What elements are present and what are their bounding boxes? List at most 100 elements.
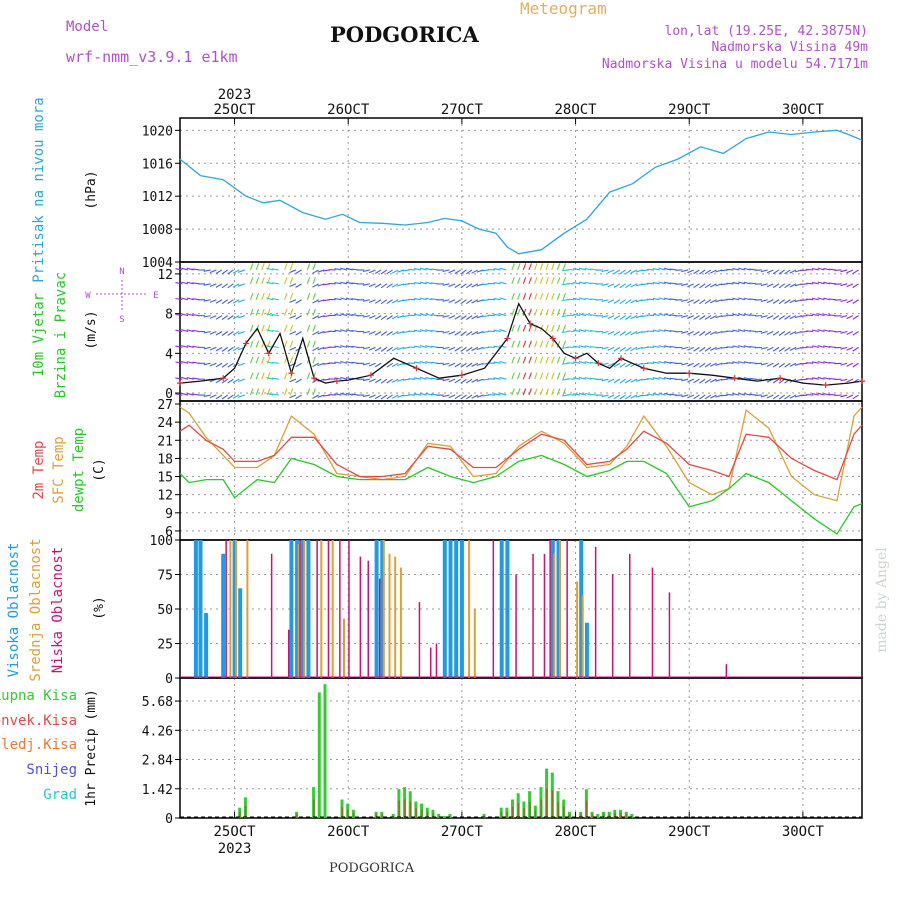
cloud-bar xyxy=(454,540,459,678)
wind-arrow xyxy=(442,283,450,286)
cloud-bar xyxy=(327,540,330,678)
wind-arrow xyxy=(704,283,712,289)
wind-arrow xyxy=(601,394,609,398)
wind-arrow xyxy=(772,362,780,368)
wind-arrow xyxy=(852,315,859,320)
wind-arrow xyxy=(778,315,786,321)
wind-arrow xyxy=(607,330,615,335)
cloud-unit-label: (%) xyxy=(92,596,107,619)
wind-arrow xyxy=(828,298,836,301)
wind-arrow xyxy=(630,331,638,336)
wind-arrow xyxy=(534,372,538,380)
cloud-bar xyxy=(556,540,561,678)
y-tick-label: 9 xyxy=(165,507,173,522)
wind-arrow xyxy=(562,308,567,316)
wind-arrow xyxy=(625,331,632,336)
y-tick-label: 2.84 xyxy=(142,754,173,769)
precip-conv-bar xyxy=(244,805,247,818)
panel-frame xyxy=(179,677,863,819)
credit-watermark: made by Angel xyxy=(874,547,890,653)
wind-arrow xyxy=(425,392,433,396)
precip-conv-bar xyxy=(347,809,349,818)
precip-conv-bar xyxy=(517,803,520,818)
wind-arrow xyxy=(448,378,456,383)
wind-arrow xyxy=(340,281,348,285)
wind-arrow xyxy=(517,308,521,316)
wind-arrow xyxy=(840,330,848,334)
wind-arrow xyxy=(760,269,768,273)
wind-arrow xyxy=(681,283,689,287)
wind-arrow xyxy=(368,315,376,319)
wind-arrow xyxy=(175,361,183,364)
wind-arrow xyxy=(289,394,297,399)
wind-arrow xyxy=(312,269,319,274)
wind-arrow xyxy=(561,394,569,397)
y-tick-label: 4 xyxy=(165,347,173,362)
wind-arrow xyxy=(625,315,632,320)
wind-arrow xyxy=(215,346,223,352)
wind-arrow xyxy=(840,283,848,287)
wind-arrow xyxy=(175,297,183,301)
wind-arrow xyxy=(482,315,490,318)
wind-arrow xyxy=(442,378,450,382)
wind-arrow xyxy=(374,378,382,384)
wind-arrow xyxy=(266,313,274,317)
x-tick-label-top: 26OCT xyxy=(327,102,370,118)
wind-arrow xyxy=(460,378,467,384)
wind-arrow xyxy=(528,372,532,380)
precip-legend-entry: Snijeg xyxy=(26,762,77,778)
wind-arrow xyxy=(625,394,632,400)
wind-arrow xyxy=(840,394,848,398)
wind-arrow xyxy=(221,362,229,368)
wind-arrow xyxy=(658,329,666,333)
wind-arrow xyxy=(613,362,621,368)
wind-arrow xyxy=(517,324,521,332)
cloud-bar xyxy=(576,581,579,678)
wind-arrow xyxy=(852,269,859,275)
wind-arrow xyxy=(681,315,689,318)
wind-arrow xyxy=(340,345,348,348)
wind-arrow xyxy=(312,324,316,332)
wind-arrow xyxy=(828,393,836,396)
wind-arrow xyxy=(391,269,399,274)
wind-arrow xyxy=(181,345,189,348)
y-tick-label: 8 xyxy=(165,308,173,323)
wind-arrow xyxy=(295,299,302,304)
wind-arrow xyxy=(641,330,649,333)
wind-arrow xyxy=(720,378,728,381)
cloud-bar xyxy=(374,540,379,678)
wind-arrow xyxy=(460,362,467,368)
wind-arrow xyxy=(528,308,532,316)
wind-arrow xyxy=(517,340,521,348)
wind-arrow xyxy=(460,331,467,336)
wind-arrow xyxy=(289,263,294,271)
wind-arrow xyxy=(425,313,433,317)
wind-arrow xyxy=(539,340,544,348)
wind-arrow xyxy=(209,299,217,303)
cloud-bar xyxy=(473,609,476,678)
wind-arrow xyxy=(619,269,626,275)
wind-arrow xyxy=(726,268,734,271)
wind-arrow xyxy=(726,314,734,317)
wind-arrow xyxy=(454,378,462,384)
wind-arrow xyxy=(306,372,311,380)
wind-arrow xyxy=(340,329,348,333)
wind-arrow xyxy=(710,269,717,274)
y-tick-label: 0 xyxy=(165,812,173,827)
cloud-bar xyxy=(299,540,301,678)
wind-arrow xyxy=(493,377,501,380)
precip-conv-bar xyxy=(580,814,582,818)
wind-speed-marker xyxy=(177,380,183,387)
wind-arrow xyxy=(573,361,581,364)
wind-arrow xyxy=(413,377,422,380)
wind-arrow xyxy=(255,263,260,271)
wind-arrow xyxy=(800,330,808,333)
wind-arrow xyxy=(778,269,786,275)
wind-arrow xyxy=(601,299,609,302)
wind-arrow xyxy=(828,377,836,380)
wind-arrow xyxy=(846,315,854,320)
wind-arrow xyxy=(493,361,501,364)
wind-arrow xyxy=(221,394,229,400)
y-tick-label: 1016 xyxy=(142,157,173,172)
wind-arrow xyxy=(460,283,467,289)
